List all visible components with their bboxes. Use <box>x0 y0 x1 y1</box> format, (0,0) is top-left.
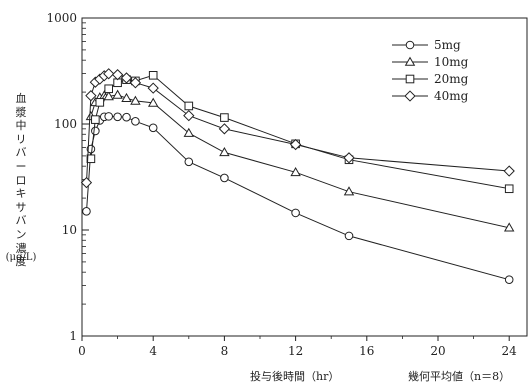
data-point <box>131 117 140 126</box>
legend-item: 5mg <box>392 38 461 52</box>
data-point <box>504 275 514 284</box>
series-line <box>90 94 510 229</box>
legend-label: 10mg <box>434 55 469 69</box>
x-tick-label: 8 <box>221 344 229 358</box>
y-axis-label-char: キ <box>15 187 27 201</box>
data-point <box>289 138 302 151</box>
x-axis-label: 投与後時間（hr） <box>250 370 340 383</box>
y-axis-label-char: サ <box>15 200 27 214</box>
y-axis-label-char: 漿 <box>15 105 27 119</box>
plot-frame <box>81 17 528 337</box>
legend-label: 40mg <box>434 89 469 103</box>
data-point <box>343 186 355 196</box>
data-point <box>104 84 114 94</box>
data-point <box>218 123 231 135</box>
y-tick-label: 100 <box>54 117 77 131</box>
x-tick-label: 0 <box>78 344 86 358</box>
data-point <box>104 112 113 121</box>
data-point <box>122 112 131 122</box>
data-point <box>82 207 91 216</box>
data-point <box>86 154 96 164</box>
legend-marker <box>405 40 415 50</box>
x-tick-label: 16 <box>359 344 374 358</box>
data-point <box>86 144 96 154</box>
data-point <box>503 222 515 232</box>
data-point <box>343 152 355 164</box>
x-tick-label: 12 <box>288 344 303 358</box>
data-point <box>290 166 301 177</box>
y-axis-unit: (μg/L) <box>5 252 37 263</box>
y-axis-label-char: 中 <box>15 119 27 133</box>
data-point <box>103 91 114 101</box>
data-point <box>91 115 100 124</box>
y-axis-label-char: ー <box>15 159 27 173</box>
y-axis-label-char: リ <box>15 132 27 146</box>
legend-item: 10mg <box>392 55 469 69</box>
data-point <box>344 231 354 241</box>
footnote: 幾何平均値（n＝8） <box>408 370 511 383</box>
y-axis-label-char: ン <box>15 227 27 241</box>
legend-marker <box>404 90 416 102</box>
data-point <box>103 68 115 80</box>
data-point <box>85 90 97 102</box>
y-axis-label-char: バ <box>15 214 27 228</box>
data-point <box>147 97 159 107</box>
data-point <box>111 69 124 81</box>
data-point <box>91 126 100 136</box>
data-point <box>147 82 159 94</box>
data-point <box>184 157 194 167</box>
legend-label: 5mg <box>434 38 461 52</box>
data-point <box>148 123 158 133</box>
y-axis-label-char: バ <box>15 146 27 160</box>
y-axis-label: 血漿中リバーロキサバン濃度 <box>6 92 36 269</box>
series-10mg <box>85 89 515 232</box>
data-point <box>183 109 195 122</box>
data-point <box>148 71 158 80</box>
x-tick-label: 4 <box>149 344 157 358</box>
data-point <box>184 101 194 111</box>
data-point <box>130 95 141 105</box>
data-point <box>129 77 142 89</box>
legend-label: 20mg <box>434 72 469 86</box>
y-axis-label-char: 血 <box>15 92 27 105</box>
y-tick-label: 1000 <box>46 11 77 25</box>
y-tick-label: 1 <box>69 329 77 343</box>
data-point <box>503 165 515 177</box>
y-axis-label-char: ロ <box>15 173 27 187</box>
data-point <box>220 113 229 122</box>
legend-item: 40mg <box>392 89 469 103</box>
data-point <box>113 112 122 122</box>
x-tick-label: 24 <box>502 344 518 358</box>
data-point <box>112 89 123 99</box>
series-40mg <box>80 68 515 189</box>
data-point <box>219 146 230 157</box>
data-point <box>504 184 514 194</box>
data-point <box>183 127 195 137</box>
data-point <box>95 98 105 107</box>
data-point <box>220 173 229 183</box>
series-5mg <box>82 112 514 284</box>
y-axis-label-char: 濃 <box>15 241 27 255</box>
legend-marker <box>405 74 415 84</box>
data-point <box>121 92 132 103</box>
data-point <box>291 208 300 218</box>
data-point <box>80 176 93 189</box>
x-tick-label: 20 <box>430 344 445 358</box>
y-axis-label-char: 度 <box>15 255 27 269</box>
legend-item: 20mg <box>392 72 469 86</box>
y-tick-label: 10 <box>62 223 77 237</box>
data-point <box>120 72 133 84</box>
legend-marker <box>404 56 416 66</box>
